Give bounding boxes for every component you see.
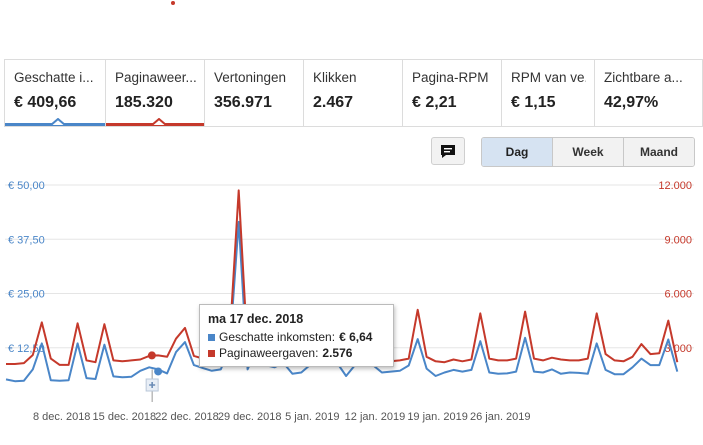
tooltip-row-earnings: Geschatte inkomsten: € 6,64 [208,330,385,344]
y-right-tick-label: 9.000 [664,234,692,246]
tooltip-value: 2.576 [322,346,353,360]
x-tick-label: 15 dec. 2018 [93,411,157,423]
selected-notch-icon [51,118,65,126]
tooltip-value: € 6,64 [339,330,373,344]
metric-value: 356.971 [214,94,272,111]
selected-notch-icon [152,118,166,126]
metric-label: Vertoningen [214,70,287,85]
metric-value: 42,97% [604,94,659,111]
metric-clicks[interactable]: Klikken 2.467 [304,60,403,126]
legend-swatch [208,333,215,341]
x-tick-label: 8 dec. 2018 [33,411,91,423]
metric-value: 2.467 [313,94,354,111]
tooltip-label: Geschatte inkomsten: [219,330,336,344]
metric-pageviews[interactable]: Paginaweer... 185.320 [106,60,205,126]
metric-estimated-earnings[interactable]: Geschatte i... € 409,66 [5,60,106,126]
pageviews-hover-point [147,351,156,360]
metric-label: RPM van ve... [511,70,586,85]
metric-impression-rpm[interactable]: RPM van ve... € 1,15 [502,60,595,126]
tooltip-row-pageviews: Paginaweergaven: 2.576 [208,346,385,360]
earnings-hover-point [154,367,163,376]
metric-page-rpm[interactable]: Pagina-RPM € 2,21 [403,60,502,126]
metric-value: 185.320 [115,94,173,111]
granularity-month-button[interactable]: Maand [624,138,694,166]
y-right-tick-label: 3.000 [664,343,692,355]
metric-label: Zichtbare a... [604,70,683,85]
metric-value: € 409,66 [14,94,77,111]
granularity-week-button[interactable]: Week [553,138,624,166]
metric-label: Klikken [313,70,357,85]
metric-label: Pagina-RPM [412,70,489,85]
metric-label: Geschatte i... [14,70,94,85]
y-right-tick-label: 6.000 [664,289,692,301]
y-left-tick-label: € 50,00 [8,180,45,192]
metric-impressions[interactable]: Vertoningen 356.971 [205,60,304,126]
legend-swatch [208,349,215,357]
plus-icon [149,382,156,388]
x-tick-label: 26 jan. 2019 [470,411,531,423]
y-left-tick-label: € 37,50 [8,234,45,246]
y-right-tick-label: 12.000 [658,180,692,192]
granularity-toggle: Dag Week Maand [481,137,695,167]
earnings-series-line [5,220,679,383]
metric-value: € 1,15 [511,94,556,111]
annotation-button[interactable] [431,137,465,165]
metric-value: € 2,21 [412,94,457,111]
granularity-day-button[interactable]: Dag [482,138,553,166]
x-tick-label: 12 jan. 2019 [345,411,406,423]
x-tick-label: 22 dec. 2018 [155,411,219,423]
x-tick-label: 29 dec. 2018 [218,411,282,423]
status-dot [171,1,175,5]
tooltip-date: ma 17 dec. 2018 [208,312,304,326]
metrics-bar: Geschatte i... € 409,66 Paginaweer... 18… [4,59,703,127]
chart-tooltip: ma 17 dec. 2018 Geschatte inkomsten: € 6… [199,304,394,367]
metric-active-view-viewable[interactable]: Zichtbare a... 42,97% [595,60,702,126]
comment-icon [441,144,455,158]
metric-label: Paginaweer... [115,70,196,85]
x-tick-label: 5 jan. 2019 [285,411,339,423]
earnings-chart: € 12,50€ 25,00€ 37,50€ 50,003.0006.0009.… [5,180,694,423]
y-left-tick-label: € 25,00 [8,289,45,301]
tooltip-label: Paginaweergaven: [219,346,319,360]
x-tick-label: 19 jan. 2019 [407,411,468,423]
